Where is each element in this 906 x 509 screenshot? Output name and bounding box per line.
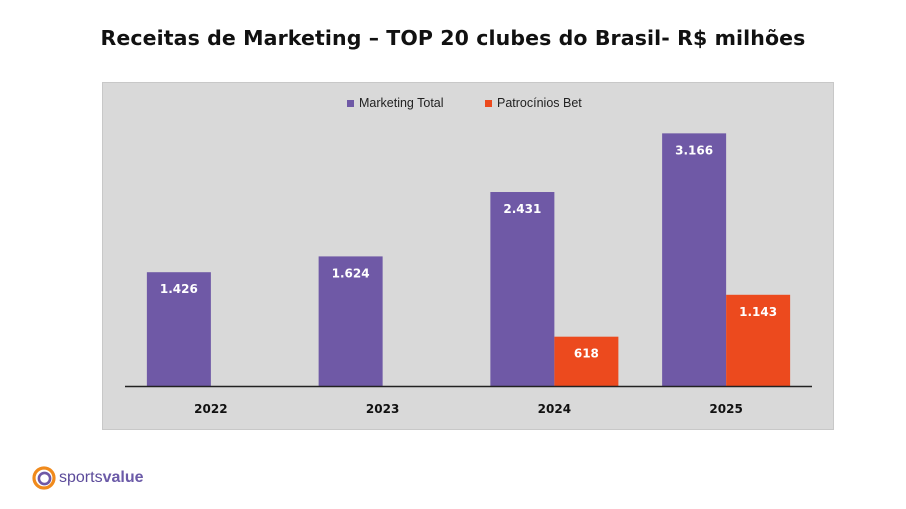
data-label: 618	[574, 347, 599, 361]
data-label: 1.426	[160, 282, 198, 296]
legend-swatch	[347, 100, 354, 107]
bar-chart: Marketing Total Patrocínios Bet 1.426 2022 1…	[125, 96, 812, 416]
legend-swatch	[485, 100, 492, 107]
legend-label: Patrocínios Bet	[497, 96, 582, 110]
bar	[318, 256, 383, 386]
logo-text-sports: sports	[59, 469, 103, 486]
data-label: 2.431	[503, 202, 541, 216]
legend-label: Marketing Total	[359, 96, 444, 110]
bar	[490, 192, 555, 386]
bar	[554, 336, 619, 386]
data-label: 3.166	[675, 143, 713, 157]
chart-title: Receitas de Marketing – TOP 20 clubes do…	[100, 26, 806, 50]
bar	[726, 294, 791, 386]
bar	[146, 272, 211, 386]
data-label: 1.624	[332, 266, 370, 280]
logo-text-value: value	[102, 469, 144, 486]
sportsvalue-logo: sportsvalue	[32, 463, 144, 493]
sportsvalue-logo-text: sportsvalue	[59, 470, 144, 486]
x-tick-label: 2023	[366, 402, 399, 416]
x-tick-label: 2024	[538, 402, 571, 416]
bar	[662, 133, 727, 386]
x-tick-label: 2022	[194, 402, 227, 416]
chart-panel: Marketing Total Patrocínios Bet 1.426 2022 1…	[102, 82, 834, 430]
sportsvalue-logo-icon	[32, 466, 56, 490]
x-tick-label: 2025	[709, 402, 742, 416]
data-label: 1.143	[739, 305, 777, 319]
